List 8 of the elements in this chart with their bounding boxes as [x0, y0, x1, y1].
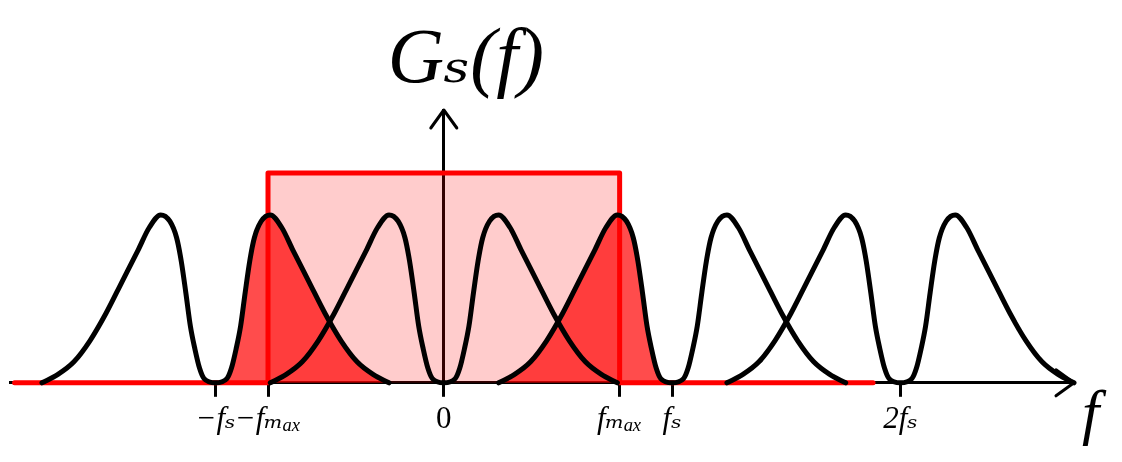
- x-tick-label: 2fₛ: [883, 399, 918, 435]
- x-tick-label: fₘₐₓ: [596, 399, 643, 435]
- x-tick-label: −fₛ: [195, 399, 236, 435]
- y-axis-title: Gₛ(f): [387, 12, 544, 99]
- x-tick-label: −fₘₐₓ: [234, 399, 302, 435]
- x-tick-label: 0: [436, 399, 452, 435]
- x-axis-title: f: [1082, 377, 1107, 446]
- x-tick-label: fₛ: [662, 399, 682, 435]
